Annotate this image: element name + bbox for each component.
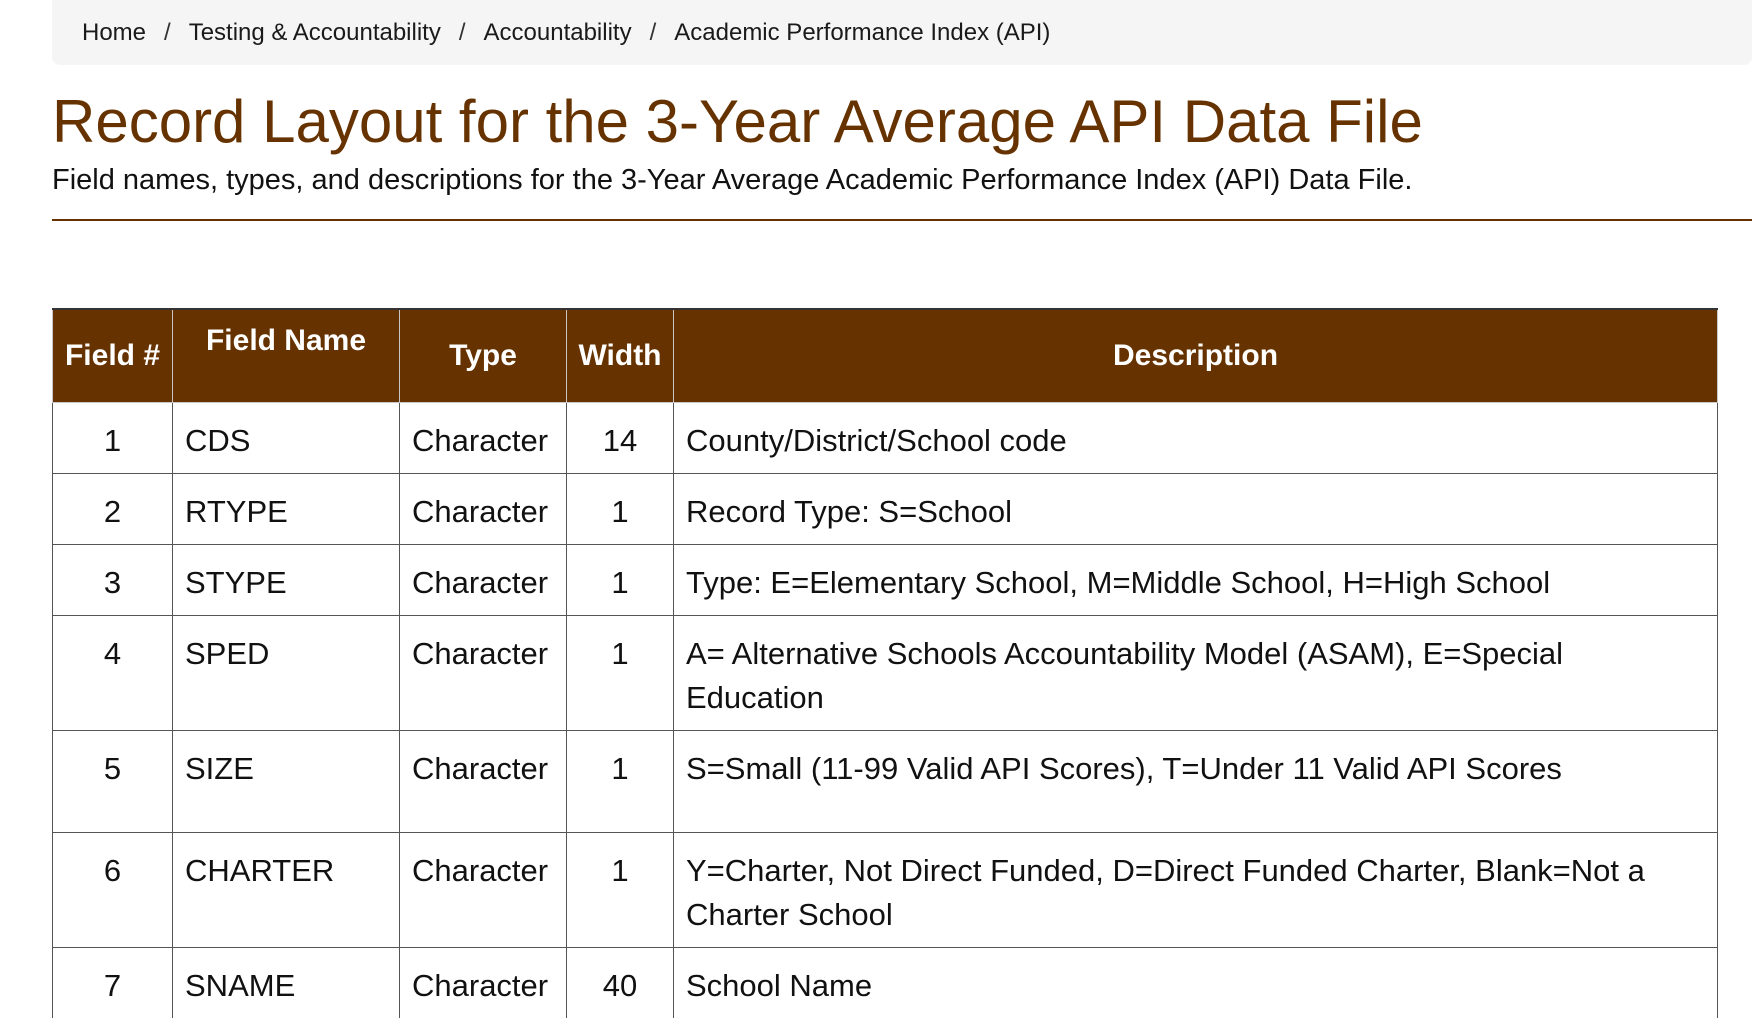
column-header-field-num: Field # xyxy=(52,308,173,403)
field-type-cell: Character xyxy=(399,543,567,616)
breadcrumb-separator: / xyxy=(649,18,657,46)
field-width-cell: 14 xyxy=(566,401,674,474)
field-description-cell: Record Type: S=School xyxy=(673,472,1718,545)
field-number-cell: 6 xyxy=(52,831,173,948)
field-type-cell: Character xyxy=(399,946,567,1018)
field-width-cell: 1 xyxy=(566,614,674,731)
field-number-cell: 4 xyxy=(52,614,173,731)
field-description-cell: School Name xyxy=(673,946,1718,1018)
page-subtitle: Field names, types, and descriptions for… xyxy=(52,164,1413,196)
breadcrumb-separator: / xyxy=(458,18,466,46)
field-description-cell: Type: E=Elementary School, M=Middle Scho… xyxy=(673,543,1718,616)
field-number-cell: 3 xyxy=(52,543,173,616)
column-header-description: Description xyxy=(673,308,1718,403)
field-description-cell: A= Alternative Schools Accountability Mo… xyxy=(673,614,1718,731)
column-header-type: Type xyxy=(399,308,567,403)
field-number-cell: 5 xyxy=(52,729,173,833)
breadcrumb: Home / Testing & Accountability / Accoun… xyxy=(52,0,1752,65)
table-row: 4 SPED Character 1 A= Alternative School… xyxy=(52,614,1718,731)
page-title: Record Layout for the 3-Year Average API… xyxy=(52,88,1423,155)
field-type-cell: Character xyxy=(399,614,567,731)
table-row: 3 STYPE Character 1 Type: E=Elementary S… xyxy=(52,543,1718,616)
field-width-cell: 1 xyxy=(566,543,674,616)
field-name-cell: SPED xyxy=(172,614,400,731)
table-row: 2 RTYPE Character 1 Record Type: S=Schoo… xyxy=(52,472,1718,545)
table-row: 6 CHARTER Character 1 Y=Charter, Not Dir… xyxy=(52,831,1718,948)
field-name-cell: RTYPE xyxy=(172,472,400,545)
breadcrumb-link-home[interactable]: Home xyxy=(82,18,147,46)
field-type-cell: Character xyxy=(399,472,567,545)
field-name-cell: CDS xyxy=(172,401,400,474)
field-description-cell: S=Small (11-99 Valid API Scores), T=Unde… xyxy=(673,729,1718,833)
column-header-field-name: Field Name xyxy=(172,308,400,403)
field-number-cell: 2 xyxy=(52,472,173,545)
breadcrumb-current-page: Academic Performance Index (API) xyxy=(674,18,1051,46)
field-type-cell: Character xyxy=(399,729,567,833)
breadcrumb-separator: / xyxy=(164,18,171,46)
field-number-cell: 1 xyxy=(52,401,173,474)
breadcrumb-link-testing-accountability[interactable]: Testing & Accountability xyxy=(188,18,441,46)
field-width-cell: 1 xyxy=(566,831,674,948)
field-number-cell: 7 xyxy=(52,946,173,1018)
table-header-row: Field # Field Name Type Width Descriptio… xyxy=(52,308,1718,403)
field-type-cell: Character xyxy=(399,831,567,948)
field-name-cell: SNAME xyxy=(172,946,400,1018)
title-divider xyxy=(52,219,1752,221)
field-width-cell: 1 xyxy=(566,472,674,545)
record-layout-table: Field # Field Name Type Width Descriptio… xyxy=(52,308,1718,1018)
field-width-cell: 40 xyxy=(566,946,674,1018)
field-description-cell: Y=Charter, Not Direct Funded, D=Direct F… xyxy=(673,831,1718,948)
column-header-width: Width xyxy=(566,308,674,403)
breadcrumb-link-accountability[interactable]: Accountability xyxy=(483,18,632,46)
field-type-cell: Character xyxy=(399,401,567,474)
field-name-cell: CHARTER xyxy=(172,831,400,948)
table-row: 1 CDS Character 14 County/District/Schoo… xyxy=(52,401,1718,474)
field-name-cell: STYPE xyxy=(172,543,400,616)
field-name-cell: SIZE xyxy=(172,729,400,833)
table-row: 5 SIZE Character 1 S=Small (11-99 Valid … xyxy=(52,729,1718,833)
field-description-cell: County/District/School code xyxy=(673,401,1718,474)
field-width-cell: 1 xyxy=(566,729,674,833)
table-row: 7 SNAME Character 40 School Name xyxy=(52,946,1718,1018)
